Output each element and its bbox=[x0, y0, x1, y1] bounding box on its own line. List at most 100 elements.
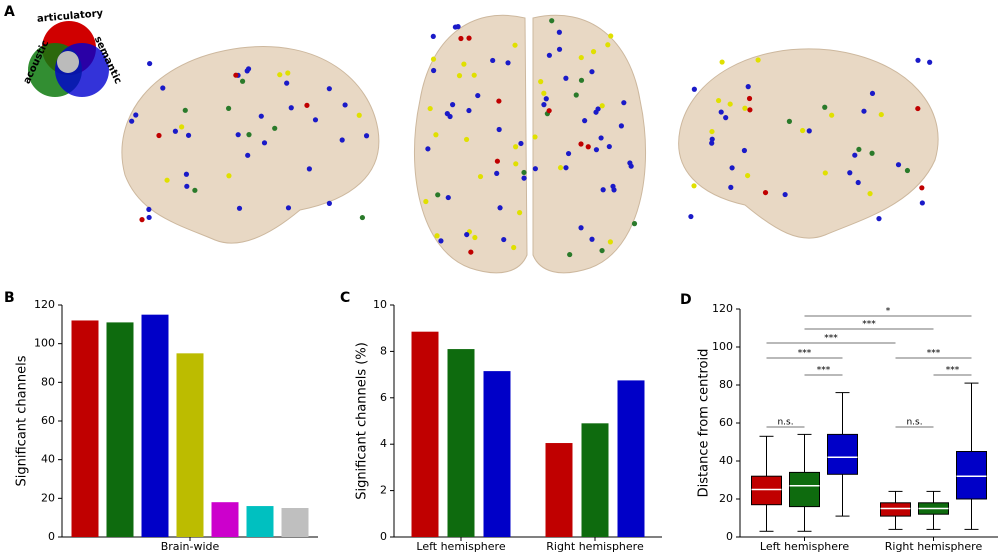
electrode bbox=[435, 192, 441, 198]
electrode bbox=[915, 105, 921, 112]
bar bbox=[483, 371, 511, 537]
y-tick-label: 20 bbox=[41, 491, 55, 504]
electrode bbox=[129, 118, 135, 124]
panel-label: D bbox=[680, 292, 692, 308]
y-tick-label: 0 bbox=[726, 530, 733, 543]
electrode bbox=[427, 105, 433, 112]
electrode bbox=[723, 115, 729, 121]
electrode bbox=[742, 105, 748, 111]
electrode bbox=[595, 106, 601, 112]
electrode bbox=[239, 78, 246, 84]
bar bbox=[447, 349, 475, 537]
electrode bbox=[747, 107, 753, 113]
bar bbox=[281, 508, 309, 537]
electrode bbox=[272, 125, 278, 131]
electrode bbox=[475, 92, 481, 99]
electrode bbox=[496, 126, 502, 133]
electrode bbox=[284, 80, 290, 86]
electrode bbox=[718, 109, 724, 115]
electrode bbox=[246, 132, 252, 138]
electrode bbox=[468, 249, 474, 255]
electrode bbox=[546, 108, 552, 114]
electrode bbox=[746, 95, 753, 102]
electrode bbox=[563, 165, 569, 171]
electrode bbox=[466, 35, 472, 41]
electrode bbox=[538, 79, 544, 85]
electrode bbox=[895, 162, 902, 168]
significance-label: * bbox=[886, 307, 891, 317]
electrode bbox=[511, 244, 517, 251]
electrode bbox=[326, 86, 332, 92]
electrode bbox=[878, 111, 884, 118]
bar bbox=[211, 502, 239, 537]
electrode bbox=[430, 56, 437, 62]
electrode bbox=[582, 118, 588, 124]
electrode bbox=[513, 144, 519, 150]
electrode bbox=[445, 194, 451, 201]
electrode bbox=[184, 183, 190, 189]
box bbox=[880, 502, 911, 517]
electrode bbox=[610, 183, 616, 189]
electrode bbox=[822, 170, 828, 176]
electrode bbox=[501, 236, 507, 243]
electrode bbox=[593, 147, 600, 153]
x-tick-label: Left hemisphere bbox=[760, 540, 849, 552]
electrode bbox=[589, 69, 595, 75]
y-tick-label: 120 bbox=[712, 302, 733, 315]
electrode bbox=[578, 225, 584, 231]
electrode bbox=[728, 184, 734, 190]
electrode bbox=[244, 68, 250, 74]
electrode bbox=[277, 72, 283, 78]
electrode bbox=[147, 60, 153, 67]
electrode bbox=[518, 140, 524, 147]
electrode bbox=[800, 127, 806, 134]
y-tick-label: 120 bbox=[34, 298, 55, 311]
electrode bbox=[608, 33, 614, 39]
box bbox=[789, 471, 820, 508]
y-axis-label: Distance from centroid bbox=[697, 349, 712, 498]
electrode bbox=[342, 102, 348, 108]
electrode bbox=[359, 214, 366, 221]
electrode bbox=[434, 233, 440, 239]
electrode bbox=[627, 160, 633, 166]
x-tick-label: Left hemisphere bbox=[416, 540, 505, 552]
brain-left bbox=[121, 46, 380, 244]
electrode bbox=[599, 247, 605, 254]
electrode bbox=[285, 70, 291, 76]
electrode bbox=[235, 132, 241, 138]
electrode bbox=[599, 103, 605, 109]
electrode bbox=[185, 132, 192, 138]
electrode bbox=[532, 166, 538, 172]
y-tick-label: 4 bbox=[380, 437, 387, 450]
bar bbox=[617, 380, 645, 537]
electrode bbox=[829, 112, 835, 118]
electrode bbox=[546, 52, 552, 58]
y-tick-label: 2 bbox=[380, 484, 387, 497]
y-tick-label: 40 bbox=[719, 454, 733, 467]
electrode bbox=[847, 170, 853, 176]
electrode bbox=[856, 146, 862, 153]
electrode bbox=[339, 137, 345, 143]
electrode bbox=[578, 141, 584, 147]
electrode bbox=[497, 205, 503, 211]
electrode bbox=[438, 238, 444, 244]
electrode bbox=[192, 187, 198, 193]
electrode bbox=[782, 191, 788, 198]
significance-label: *** bbox=[927, 349, 941, 359]
electrode bbox=[861, 108, 867, 114]
panel-label: B bbox=[4, 290, 15, 306]
electrode bbox=[516, 210, 523, 216]
electrode bbox=[600, 187, 606, 193]
electrode bbox=[455, 24, 461, 30]
electrode bbox=[146, 214, 152, 221]
panel-label: A bbox=[4, 4, 15, 20]
y-tick-label: 10 bbox=[373, 298, 387, 311]
venn-center bbox=[57, 51, 79, 73]
electrode bbox=[578, 77, 585, 83]
y-tick-label: 80 bbox=[41, 375, 55, 388]
brain-views bbox=[121, 14, 939, 274]
x-tick-label: Brain-wide bbox=[161, 540, 220, 552]
electrode bbox=[876, 216, 882, 222]
electrode bbox=[233, 72, 239, 78]
